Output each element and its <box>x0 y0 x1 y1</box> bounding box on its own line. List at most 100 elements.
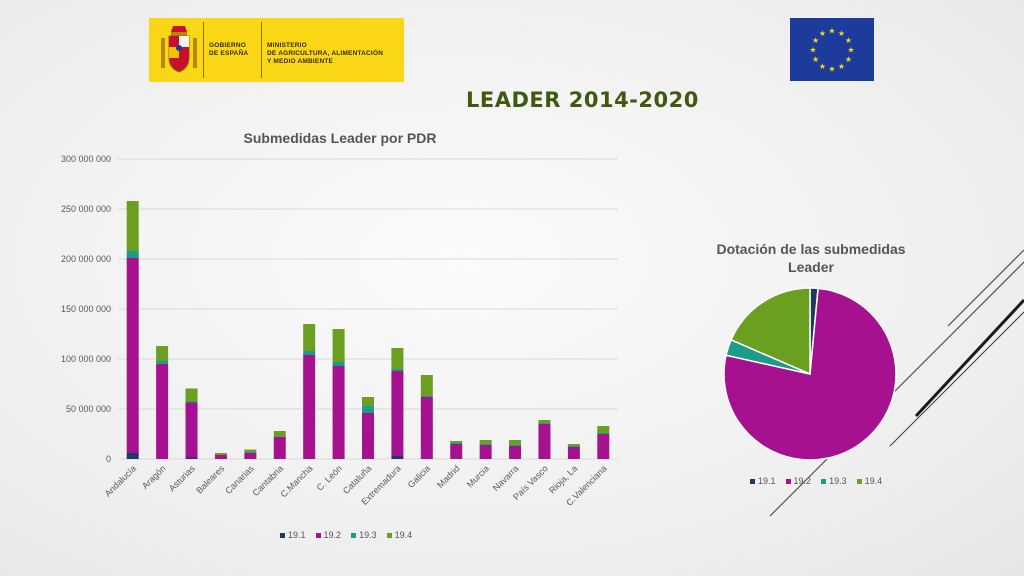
bar-segment <box>185 388 198 402</box>
bar-segment <box>420 375 433 396</box>
y-tick-label: 100 000 000 <box>61 354 111 364</box>
logo-gobierno-line2: DE ESPAÑA <box>209 50 249 57</box>
legend-label: 19.3 <box>829 476 847 486</box>
bar-segment <box>185 457 198 459</box>
bar-segment <box>214 455 227 459</box>
legend-swatch <box>856 478 862 484</box>
bar-segment <box>156 361 169 364</box>
legend-item-19-2: 19.2 <box>785 476 812 486</box>
y-tick-label: 50 000 000 <box>66 404 111 414</box>
logo-separator <box>261 22 262 78</box>
bar-chart-legend: 19.1 19.2 19.3 19.4 <box>280 530 412 540</box>
bar-segment <box>185 401 198 403</box>
legend-swatch <box>280 532 285 538</box>
spain-coat-of-arms-icon <box>161 26 197 73</box>
eu-star-icon: ★ <box>812 55 819 64</box>
eu-star-icon: ★ <box>845 55 852 64</box>
bar-segment <box>420 396 433 397</box>
legend-swatch <box>386 532 392 538</box>
bar-segment <box>479 440 492 444</box>
legend-item-19-3: 19.3 <box>821 476 847 486</box>
y-tick-label: 300 000 000 <box>61 154 111 164</box>
bar-chart-title: Submedidas Leader por PDR <box>243 130 437 146</box>
legend-item-19-2: 19.2 <box>315 530 342 540</box>
bar-segment <box>391 371 404 456</box>
eu-star-icon: ★ <box>847 46 854 55</box>
bar-segment <box>273 431 286 437</box>
bar-segment <box>332 366 345 459</box>
bar-segment <box>273 437 286 459</box>
bar-segment <box>420 397 433 459</box>
pie-chart-legend: 19.1 19.2 19.3 19.4 <box>750 476 882 486</box>
bar-segment <box>303 351 316 355</box>
legend-swatch <box>315 532 321 538</box>
bar-segment <box>567 446 580 447</box>
pie-slice <box>730 287 811 376</box>
bar-segment <box>391 348 404 369</box>
bar-segment <box>538 423 551 424</box>
legend-label: 19.3 <box>359 530 377 540</box>
legend-item-19-1: 19.1 <box>750 476 776 486</box>
legend-label: 19.4 <box>864 476 883 486</box>
legend-item-19-3: 19.3 <box>351 530 377 540</box>
eu-star-icon: ★ <box>819 62 826 71</box>
bar-segment <box>362 413 374 459</box>
bar-segment <box>126 258 139 453</box>
legend-label: 19.4 <box>394 530 413 540</box>
bar-segment <box>597 434 610 459</box>
bar-segment <box>156 346 169 361</box>
legend-label: 19.2 <box>323 530 342 540</box>
y-tick-label: 200 000 000 <box>61 254 111 264</box>
bar-segment <box>332 329 345 362</box>
legend-label: 19.2 <box>793 476 812 486</box>
logo-ministerio-line3: Y MEDIO AMBIENTE <box>267 58 334 65</box>
bar-segment <box>450 444 463 459</box>
legend-swatch <box>821 478 827 484</box>
bar-segment <box>244 452 257 453</box>
bar-segment <box>391 369 404 371</box>
logo-gobierno-line1: GOBIERNO <box>209 42 246 49</box>
eu-star-icon: ★ <box>845 36 852 45</box>
bar-segment <box>509 446 522 459</box>
legend-item-19-4: 19.4 <box>386 530 413 540</box>
bar-segment <box>567 447 580 459</box>
legend-swatch <box>785 478 791 484</box>
bar-segment <box>538 424 551 459</box>
deco-line-2 <box>769 261 1024 517</box>
eu-star-icon: ★ <box>838 29 845 38</box>
legend-swatch <box>750 478 755 484</box>
bar-segment <box>303 355 316 459</box>
slide-title: LEADER 2014-2020 <box>466 88 699 112</box>
bar-segment <box>597 426 610 433</box>
y-tick-label: 250 000 000 <box>61 204 111 214</box>
gobierno-logo: GOBIERNO DE ESPAÑA MINISTERIO DE AGRICUL… <box>149 18 404 82</box>
legend-label: 19.1 <box>758 476 776 486</box>
legend-label: 19.1 <box>288 530 306 540</box>
eu-star-icon: ★ <box>828 65 835 74</box>
eu-flag: ★ ★ ★ ★ ★ ★ ★ ★ ★ ★ ★ ★ <box>790 18 874 81</box>
bar-segment <box>362 397 374 406</box>
y-tick-label: 0 <box>106 454 111 464</box>
deco-line-4 <box>889 311 1024 447</box>
legend-swatch <box>351 532 357 538</box>
bar-segment <box>479 445 492 459</box>
bar-segment <box>479 444 492 445</box>
bar-segment <box>538 420 551 423</box>
pie-chart-title: Dotación de las submedidas Leader <box>716 241 906 275</box>
bar-segment <box>509 445 522 446</box>
logo-ministerio-text: MINISTERIO DE AGRICULTURA, ALIMENTACIÓN … <box>267 42 383 66</box>
bar-segment <box>597 433 610 434</box>
bar-segment <box>156 364 169 459</box>
bar-segment <box>185 402 198 458</box>
y-tick-label: 150 000 000 <box>61 304 111 314</box>
bar-segment <box>362 406 374 413</box>
bar-segment <box>244 453 257 459</box>
deco-line-1 <box>947 249 1024 327</box>
logo-separator <box>203 22 204 78</box>
deco-line-3 <box>914 298 1024 418</box>
legend-item-19-1: 19.1 <box>280 530 306 540</box>
